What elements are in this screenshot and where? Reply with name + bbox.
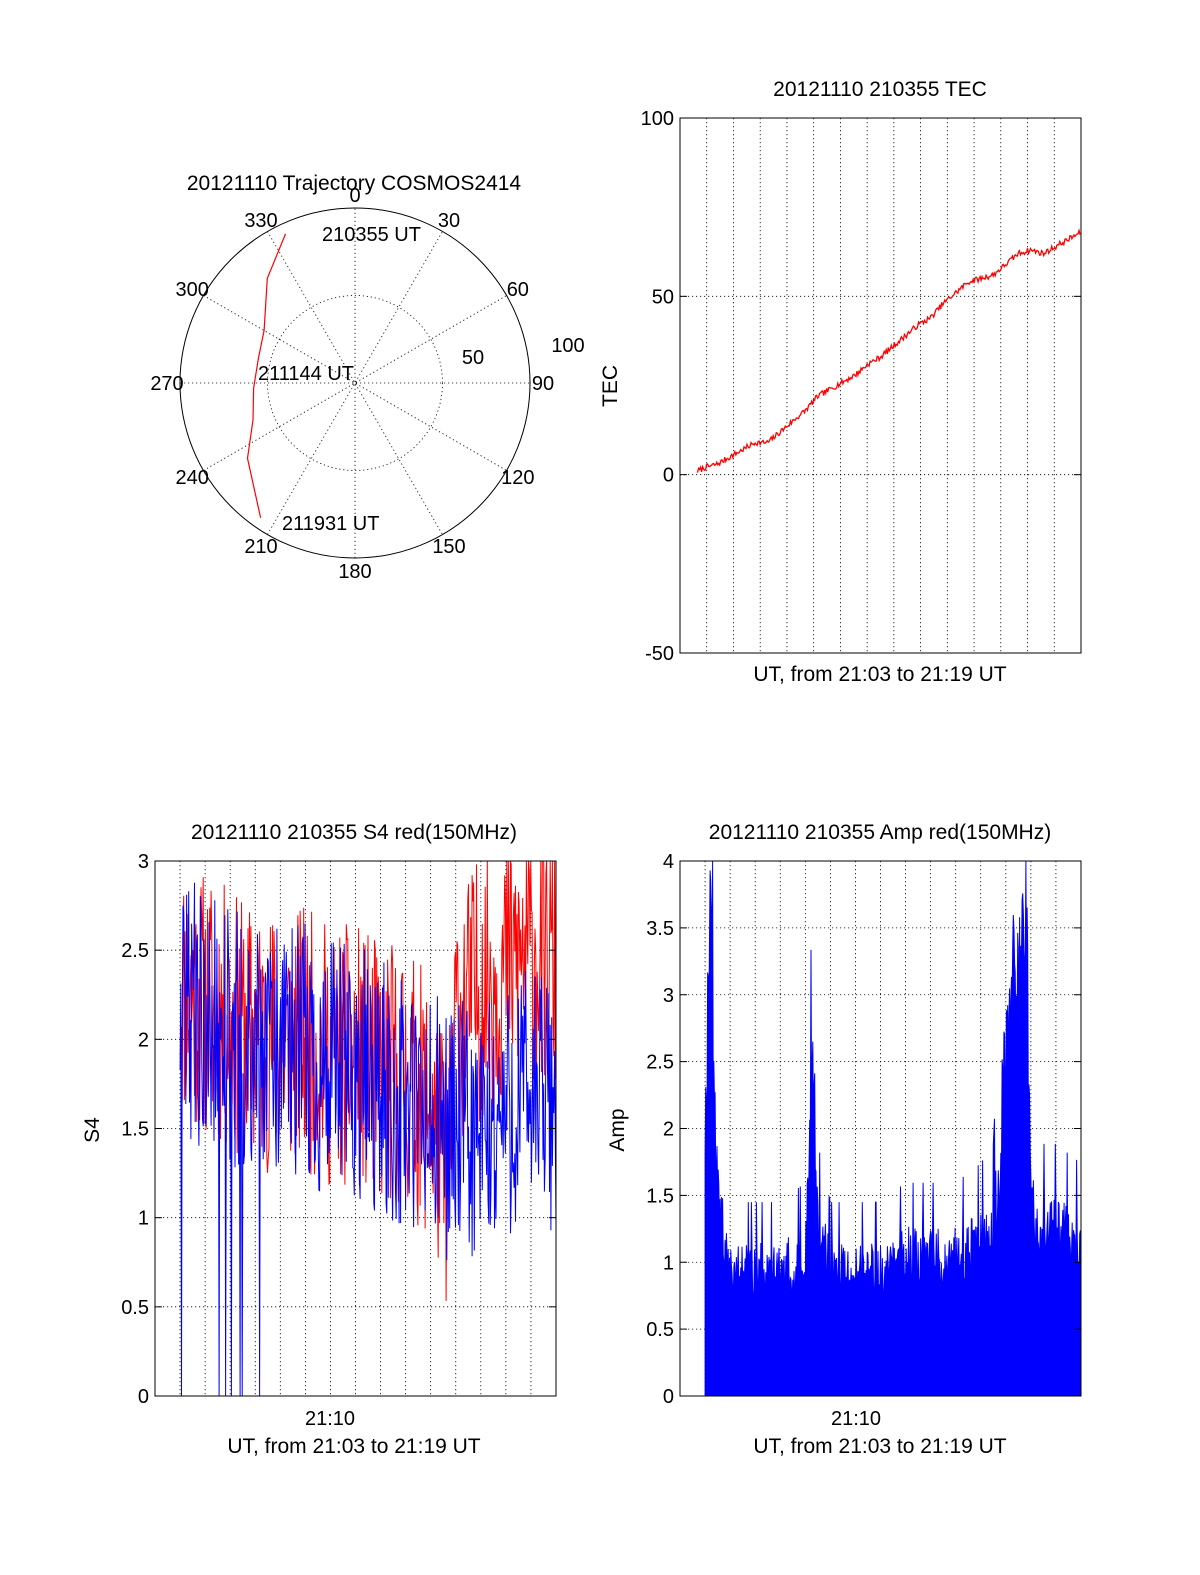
y-tick-label: 0.5	[121, 1297, 149, 1319]
y-tick-label: 2	[138, 1029, 149, 1051]
polar-annotation-start: 210355 UT	[322, 224, 421, 246]
s4-series-line	[179, 882, 557, 1397]
tec-series	[696, 228, 1082, 473]
y-tick-label: 0	[663, 1386, 674, 1408]
tec-x-label: UT, from 21:03 to 21:19 UT	[753, 663, 1006, 686]
s4-x-tick-label: 21:10	[305, 1408, 355, 1430]
s4-series-line	[179, 860, 557, 1301]
y-tick-label: 2.5	[646, 1052, 674, 1074]
polar-panel: 20121110 Trajectory COSMOS2414 0 30 60 90 12…	[150, 172, 584, 583]
polar-azimuth-label: 330	[244, 210, 277, 232]
amp-y-label: Amp	[606, 1108, 629, 1151]
y-tick-label: 100	[641, 108, 674, 130]
s4-x-label: UT, from 21:03 to 21:19 UT	[227, 1435, 480, 1458]
polar-spokes	[180, 208, 530, 558]
polar-azimuth-label: 120	[501, 467, 534, 489]
polar-annotation-mid: 211144 UT	[258, 363, 354, 385]
amp-series	[704, 860, 1082, 1397]
y-tick-label: 1	[663, 1252, 674, 1274]
s4-y-label: S4	[81, 1117, 104, 1143]
y-tick-label: 0.5	[646, 1319, 674, 1341]
polar-azimuth-label: 90	[532, 373, 554, 395]
y-tick-label: 3.5	[646, 918, 674, 940]
y-tick-label: 0	[138, 1386, 149, 1408]
y-tick-label: 3	[663, 985, 674, 1007]
polar-radial-label-50: 50	[462, 347, 484, 369]
polar-trajectory-line	[246, 233, 287, 518]
y-tick-label: 1.5	[121, 1119, 149, 1141]
y-tick-label: 1	[138, 1208, 149, 1230]
y-tick-label: 0	[663, 465, 674, 487]
y-tick-label: 2	[663, 1119, 674, 1141]
polar-radial-label-100: 100	[551, 335, 584, 357]
tec-grid	[680, 118, 1081, 653]
y-tick-label: 1.5	[646, 1185, 674, 1207]
polar-azimuth-label: 0	[349, 185, 360, 207]
y-tick-label: -50	[645, 643, 674, 665]
polar-azimuth-label: 300	[175, 279, 208, 301]
y-tick-label: 3	[138, 851, 149, 873]
polar-azimuth-labels: 0 30 60 90 120 150 180 210 240 270 300 330	[150, 185, 554, 583]
tec-y-ticks: 100 50 0 -50	[641, 108, 1081, 665]
polar-azimuth-label: 210	[244, 536, 277, 558]
amp-x-label: UT, from 21:03 to 21:19 UT	[753, 1435, 1006, 1458]
amp-y-ticks: 4 3.5 3 2.5 2 1.5 1 0.5 0	[646, 851, 1081, 1408]
polar-inner-circle	[267, 295, 443, 471]
amp-title: 20121110 210355 Amp red(150MHz)	[709, 821, 1051, 844]
s4-panel: 20121110 210355 S4 red(150MHz) 3 2.5 2 1.5 1…	[81, 821, 557, 1458]
polar-azimuth-label: 270	[150, 373, 183, 395]
polar-azimuth-label: 150	[432, 536, 465, 558]
y-tick-label: 4	[663, 851, 674, 873]
y-tick-label: 50	[652, 286, 674, 308]
amp-panel: 20121110 210355 Amp red(150MHz) 4 3.5 3 2.5…	[606, 821, 1082, 1458]
y-tick-label: 2.5	[121, 940, 149, 962]
tec-series-line	[696, 228, 1082, 473]
s4-series	[179, 860, 557, 1397]
tec-plot-frame	[679, 117, 1082, 654]
tec-y-label: TEC	[599, 365, 622, 407]
s4-y-ticks: 3 2.5 2 1.5 1 0.5 0	[121, 851, 556, 1408]
polar-azimuth-label: 180	[338, 561, 371, 583]
amp-series-area	[704, 860, 1082, 1397]
polar-title: 20121110 Trajectory COSMOS2414	[187, 172, 522, 195]
polar-annotation-end: 211931 UT	[282, 513, 379, 535]
tec-panel: 20121110 210355 TEC 100 50 0 -50 TEC UT, fr…	[599, 78, 1082, 686]
polar-azimuth-label: 60	[507, 279, 529, 301]
tec-title: 20121110 210355 TEC	[773, 78, 987, 101]
s4-title: 20121110 210355 S4 red(150MHz)	[191, 821, 517, 844]
polar-azimuth-label: 240	[175, 467, 208, 489]
amp-x-tick-label: 21:10	[831, 1408, 881, 1430]
polar-azimuth-label: 30	[438, 210, 460, 232]
